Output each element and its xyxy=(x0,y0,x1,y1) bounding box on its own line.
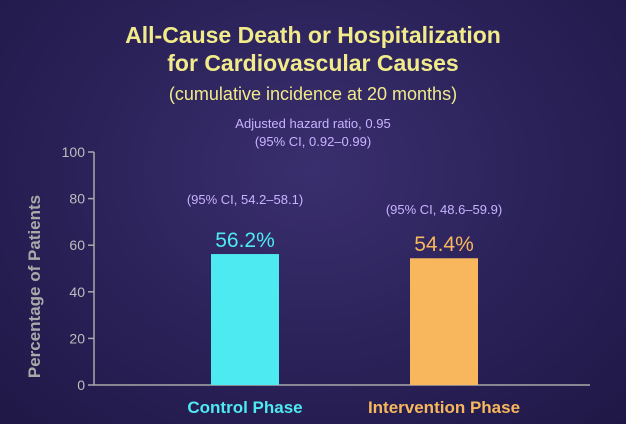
y-tick-label: 20 xyxy=(69,330,85,346)
bar-value-label: 56.2% xyxy=(215,229,275,252)
y-tick-label: 80 xyxy=(69,191,85,207)
chart-title-line-1: All-Cause Death or Hospitalization xyxy=(125,22,501,48)
bar-ci-label: (95% CI, 54.2–58.1) xyxy=(187,192,303,207)
chart-subtitle: (cumulative incidence at 20 months) xyxy=(168,84,458,104)
y-tick-label: 40 xyxy=(69,284,85,300)
x-category-label: Control Phase xyxy=(187,398,302,417)
x-category-label: Intervention Phase xyxy=(368,398,520,417)
y-tick-label: 0 xyxy=(77,377,85,393)
hazard-ratio-label: Adjusted hazard ratio, 0.95 xyxy=(235,116,391,131)
hazard-ratio-ci-label: (95% CI, 0.92–0.99) xyxy=(254,134,372,149)
bar-control xyxy=(211,254,279,385)
bar-intervention xyxy=(410,258,478,385)
y-tick-label: 60 xyxy=(69,237,85,253)
chart-title-line-2: for Cardiovascular Causes xyxy=(167,50,459,76)
y-tick-label: 100 xyxy=(62,144,86,160)
bar-ci-label: (95% CI, 48.6–59.9) xyxy=(386,202,502,217)
y-axis-label: Percentage of Patients xyxy=(25,195,44,378)
bar-value-label: 54.4% xyxy=(414,233,474,256)
